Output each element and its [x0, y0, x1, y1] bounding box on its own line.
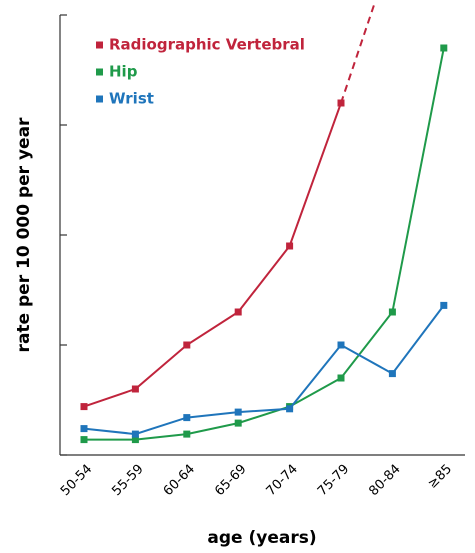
legend-marker [96, 68, 103, 76]
point-marker [388, 308, 396, 316]
legend-marker [96, 95, 103, 103]
x-tick-label: 75-79 [315, 462, 352, 499]
point-marker [234, 408, 242, 416]
y-axis-label: rate per 10 000 per year [14, 117, 34, 352]
point-marker [234, 419, 242, 427]
x-tick-label: 65-69 [212, 462, 249, 499]
trend-extension [340, 4, 375, 104]
point-marker [183, 430, 191, 438]
point-marker [80, 425, 88, 433]
x-tick-label: ≥85 [425, 462, 455, 492]
series-line [83, 102, 342, 408]
x-tick-label: 55-59 [109, 462, 146, 499]
point-marker [440, 44, 448, 52]
legend-marker [96, 41, 103, 49]
x-tick-label: 50-54 [58, 462, 95, 499]
series-line [83, 304, 445, 436]
point-marker [131, 436, 139, 444]
x-tick-label: 60-64 [161, 462, 198, 499]
point-marker [388, 370, 396, 378]
legend-label: Wrist [109, 90, 154, 108]
point-marker [183, 341, 191, 349]
point-marker [286, 242, 294, 250]
point-marker [337, 374, 345, 382]
legend-label: Hip [109, 63, 138, 81]
series-line [84, 47, 445, 441]
point-marker [337, 341, 345, 349]
point-marker [131, 385, 139, 393]
x-tick-label: 70-74 [264, 462, 301, 499]
point-marker [80, 403, 88, 411]
point-marker [183, 414, 191, 422]
x-axis-label: age (years) [207, 528, 316, 548]
point-marker [440, 301, 448, 309]
point-marker [234, 308, 242, 316]
point-marker [80, 436, 88, 444]
point-marker [131, 430, 139, 438]
legend-label: Radiographic Vertebral [109, 36, 305, 54]
point-marker [337, 99, 345, 107]
point-marker [286, 405, 294, 413]
x-tick-label: 80-84 [366, 462, 403, 499]
